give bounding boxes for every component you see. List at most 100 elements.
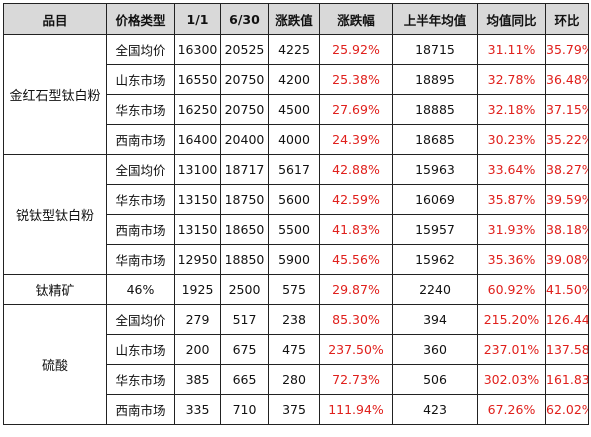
mom-cell: 39.08% [545,244,589,275]
jan-1-cell: 200 [174,334,221,365]
table-row: 西南市场 16400 20400 4000 24.39% 18685 30.23% 35.22… [4,124,589,155]
header-average-yoy: 均值同比 [477,3,546,35]
table-body: 金红石型钛白粉 全国均价 16300 20525 4225 25.92% 18715 31.1… [3,34,589,425]
table-row: 山东市场 16550 20750 4200 25.38% 18895 32.78% 36.48… [4,64,589,95]
change-value-cell: 5500 [268,214,320,245]
price-type-cell: 46% [106,274,175,305]
change-percent-cell: 27.69% [319,94,393,125]
h1-average-cell: 360 [392,334,478,365]
header-mom: 环比 [545,3,589,35]
price-type-cell: 西南市场 [106,124,175,155]
change-percent-cell: 42.59% [319,184,393,215]
average-yoy-cell: 60.92% [477,274,546,305]
average-yoy-cell: 67.26% [477,394,546,425]
table-row: 华南市场 12950 18850 5900 45.56% 15962 35.36% 39.08… [4,244,589,275]
price-type-cell: 西南市场 [106,394,175,425]
h1-average-cell: 394 [392,304,478,335]
mom-cell: 137.58% [545,334,589,365]
average-yoy-cell: 33.64% [477,154,546,185]
table-row: 金红石型钛白粉 全国均价 16300 20525 4225 25.92% 18715 31.1… [3,34,589,155]
header-change-value: 涨跌值 [268,3,320,35]
price-type-cell: 华东市场 [106,364,175,395]
mom-cell: 35.22% [545,124,589,155]
change-value-cell: 4500 [268,94,320,125]
table-row: 华东市场 13150 18750 5600 42.59% 16069 35.87% 39.59… [4,184,589,215]
average-yoy-cell: 30.23% [477,124,546,155]
jan-1-cell: 385 [174,364,221,395]
product-cell: 钛精矿 [3,274,107,305]
product-cell: 金红石型钛白粉 [3,34,107,155]
table-row: 华东市场 16250 20750 4500 27.69% 18885 32.18% 37.15… [4,94,589,125]
mom-cell: 36.48% [545,64,589,95]
change-value-cell: 375 [268,394,320,425]
header-product: 品目 [3,3,107,35]
jun-30-cell: 665 [220,364,269,395]
jun-30-cell: 675 [220,334,269,365]
change-value-cell: 4200 [268,64,320,95]
header-row: 品目 价格类型 1/1 6/30 涨跌值 涨跌幅 上半年均值 均值同比 环比 [3,3,589,35]
mom-cell: 161.83% [545,364,589,395]
jun-30-cell: 20400 [220,124,269,155]
mom-cell: 38.27% [545,154,589,185]
price-table: 品目 价格类型 1/1 6/30 涨跌值 涨跌幅 上半年均值 均值同比 环比 金… [3,3,589,425]
jan-1-cell: 13150 [174,214,221,245]
jan-1-cell: 12950 [174,244,221,275]
jun-30-cell: 20750 [220,64,269,95]
jun-30-cell: 18650 [220,214,269,245]
h1-average-cell: 15957 [392,214,478,245]
average-yoy-cell: 32.18% [477,94,546,125]
average-yoy-cell: 35.36% [477,244,546,275]
change-percent-cell: 25.92% [319,34,393,65]
mom-cell: 37.15% [545,94,589,125]
change-percent-cell: 237.50% [319,334,393,365]
change-percent-cell: 72.73% [319,364,393,395]
jun-30-cell: 20750 [220,94,269,125]
jun-30-cell: 20525 [220,34,269,65]
h1-average-cell: 15963 [392,154,478,185]
change-value-cell: 5600 [268,184,320,215]
h1-average-cell: 423 [392,394,478,425]
change-value-cell: 4225 [268,34,320,65]
jun-30-cell: 18850 [220,244,269,275]
change-percent-cell: 42.88% [319,154,393,185]
change-value-cell: 475 [268,334,320,365]
change-percent-cell: 41.83% [319,214,393,245]
price-type-cell: 山东市场 [106,64,175,95]
change-percent-cell: 25.38% [319,64,393,95]
product-cell: 硫酸 [3,304,107,425]
average-yoy-cell: 237.01% [477,334,546,365]
price-type-cell: 华东市场 [106,184,175,215]
jan-1-cell: 1925 [174,274,221,305]
jan-1-cell: 16550 [174,64,221,95]
change-value-cell: 5617 [268,154,320,185]
h1-average-cell: 18885 [392,94,478,125]
jun-30-cell: 517 [220,304,269,335]
h1-average-cell: 18685 [392,124,478,155]
change-percent-cell: 24.39% [319,124,393,155]
price-type-cell: 西南市场 [106,214,175,245]
price-type-cell: 华东市场 [106,94,175,125]
average-yoy-cell: 302.03% [477,364,546,395]
price-type-cell: 华南市场 [106,244,175,275]
price-type-cell: 山东市场 [106,334,175,365]
jun-30-cell: 18717 [220,154,269,185]
average-yoy-cell: 31.11% [477,34,546,65]
jun-30-cell: 18750 [220,184,269,215]
change-percent-cell: 45.56% [319,244,393,275]
header-change-percent: 涨跌幅 [319,3,393,35]
jan-1-cell: 16300 [174,34,221,65]
change-percent-cell: 29.87% [319,274,393,305]
change-value-cell: 280 [268,364,320,395]
product-cell: 锐钛型钛白粉 [3,154,107,275]
jan-1-cell: 335 [174,394,221,425]
average-yoy-cell: 32.78% [477,64,546,95]
jan-1-cell: 13100 [174,154,221,185]
mom-cell: 38.18% [545,214,589,245]
jun-30-cell: 2500 [220,274,269,305]
price-type-cell: 全国均价 [106,304,175,335]
jun-30-cell: 710 [220,394,269,425]
header-jan-1: 1/1 [174,3,221,35]
